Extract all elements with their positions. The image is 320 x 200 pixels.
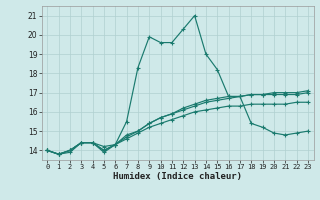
X-axis label: Humidex (Indice chaleur): Humidex (Indice chaleur) bbox=[113, 172, 242, 181]
